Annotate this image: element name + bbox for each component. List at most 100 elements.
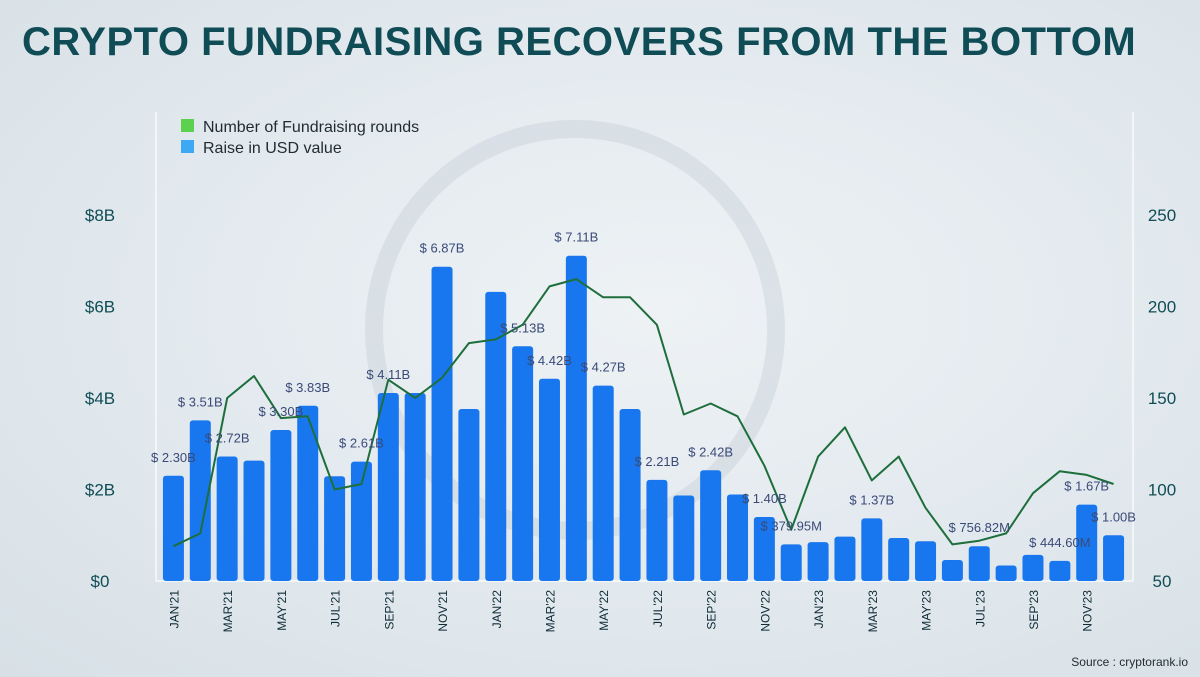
bar-DEC'23 [1103, 535, 1125, 581]
data-label: $ 3.51B [178, 394, 223, 409]
x-tick-label: SEP'23 [1027, 590, 1041, 630]
data-label: $ 1.00B [1091, 509, 1136, 524]
x-tick-label: NOV'21 [436, 590, 450, 632]
data-label: $ 1.40B [742, 491, 787, 506]
data-labels: $ 2.30B $ 3.51B $ 2.72B $ 3.30B $ 3.83B $ 2.6… [151, 230, 1136, 550]
x-tick-label: MAR'22 [543, 590, 557, 633]
x-tick-label: MAY'22 [597, 590, 611, 631]
x-tick-label: JAN'21 [167, 590, 181, 629]
legend-swatch-usd [181, 140, 194, 153]
x-tick-label: MAY'21 [275, 590, 289, 631]
chart-axes [155, 112, 1134, 582]
bar-SEP'23 [1022, 554, 1044, 581]
x-tick-label: MAY'23 [920, 590, 934, 631]
bar-JUN'23 [941, 559, 963, 581]
bar-JUL'22 [646, 479, 668, 581]
data-label: $ 2.21B [635, 454, 680, 469]
data-label: $ 4.27B [581, 360, 626, 375]
legend-label-rounds: Number of Fundraising rounds [203, 119, 419, 136]
data-label: $ 756.82M [949, 520, 1010, 535]
data-label: $ 444.60M [1029, 535, 1090, 550]
data-label: $ 4.11B [366, 367, 410, 382]
x-tick-label: NOV'23 [1081, 590, 1095, 632]
bar-FEB'21 [189, 420, 211, 581]
legend-label-usd: Raise in USD value [203, 140, 342, 157]
data-label: $ 2.61B [339, 436, 384, 451]
bar-APR'22 [565, 255, 587, 581]
y-left-tick-label: $4B [85, 389, 115, 408]
data-label: $ 6.87B [420, 241, 465, 256]
x-tick-label: SEP'21 [382, 590, 396, 630]
bar-JUL'23 [968, 546, 990, 581]
bar-AUG'23 [995, 565, 1017, 581]
y-left-tick-label: $8B [85, 206, 115, 225]
bar-NOV'23 [1076, 504, 1098, 581]
bar-APR'23 [888, 537, 910, 581]
x-tick-label: SEP'22 [705, 590, 719, 630]
bar-NOV'22 [753, 516, 775, 581]
x-tick-label: JUL'23 [973, 590, 987, 627]
bar-DEC'21 [458, 408, 480, 581]
bar-MAR'22 [538, 378, 560, 581]
bar-OCT'23 [1049, 560, 1071, 581]
bar-JUN'21 [297, 405, 319, 581]
data-label: $ 3.30B [258, 404, 303, 419]
bar-SEP'22 [700, 470, 722, 581]
y-axis-left: $0 $2B $4B $6B $8B [85, 206, 115, 591]
bar-AUG'22 [673, 495, 695, 581]
data-label: $ 2.30B [151, 450, 196, 465]
x-tick-label: MAR'23 [866, 590, 880, 633]
legend: Number of Fundraising rounds Raise in US… [181, 119, 419, 157]
bar-SEP'21 [377, 392, 399, 581]
data-label: $ 7.11B [554, 230, 598, 245]
data-label: $ 1.37B [849, 492, 894, 507]
y-left-tick-label: $6B [85, 298, 115, 317]
bar-series [162, 255, 1125, 581]
bar-OCT'22 [727, 494, 749, 581]
line-series [172, 278, 1114, 548]
source-note: Source : cryptorank.io [1071, 655, 1188, 669]
bar-AUG'21 [350, 461, 372, 581]
data-label: $ 379.95M [761, 518, 822, 533]
y-axis-right: 50 100 150 200 250 [1148, 206, 1176, 591]
data-label: $ 5.13B [500, 320, 545, 335]
x-tick-label: JAN'22 [490, 590, 504, 629]
x-tick-label: JAN'23 [812, 590, 826, 629]
x-axis: JAN'21 MAR'21 MAY'21 JUL'21 SEP'21 NOV'21 JAN'… [167, 590, 1094, 633]
bar-DEC'22 [780, 544, 802, 581]
bar-JAN'23 [807, 542, 829, 581]
bar-JAN'22 [485, 291, 507, 581]
bar-MAY'21 [270, 430, 292, 581]
x-tick-label: MAR'21 [221, 590, 235, 633]
bar-JUL'21 [324, 476, 346, 581]
bar-FEB'22 [512, 346, 534, 581]
legend-swatch-rounds [181, 119, 194, 132]
y-left-tick-label: $2B [85, 481, 115, 500]
bar-MAR'23 [861, 518, 883, 581]
bar-NOV'21 [431, 266, 453, 581]
data-label: $ 1.67B [1064, 479, 1109, 494]
bar-MAY'23 [915, 541, 937, 581]
data-label: $ 3.83B [285, 380, 330, 395]
bar-APR'21 [243, 460, 265, 581]
y-right-tick-label: 200 [1148, 298, 1176, 317]
y-right-tick-label: 150 [1148, 389, 1176, 408]
x-tick-label: NOV'22 [758, 590, 772, 632]
x-tick-label: JUL'21 [329, 590, 343, 627]
x-tick-label: JUL'22 [651, 590, 665, 627]
bar-JUN'22 [619, 408, 641, 581]
y-left-tick-label: $0 [91, 572, 110, 591]
y-right-tick-label: 250 [1148, 206, 1176, 225]
bar-MAR'21 [216, 456, 238, 581]
data-label: $ 2.72B [205, 431, 250, 446]
data-label: $ 4.42B [527, 353, 572, 368]
y-right-tick-label: 50 [1153, 572, 1172, 591]
y-right-tick-label: 100 [1148, 481, 1176, 500]
bar-MAY'22 [592, 385, 614, 581]
bar-OCT'21 [404, 392, 426, 581]
page-title: CRYPTO FUNDRAISING RECOVERS FROM THE BOT… [22, 20, 1137, 64]
bar-JAN'21 [162, 475, 184, 581]
bar-FEB'23 [834, 536, 856, 581]
rounds-line [172, 278, 1114, 548]
